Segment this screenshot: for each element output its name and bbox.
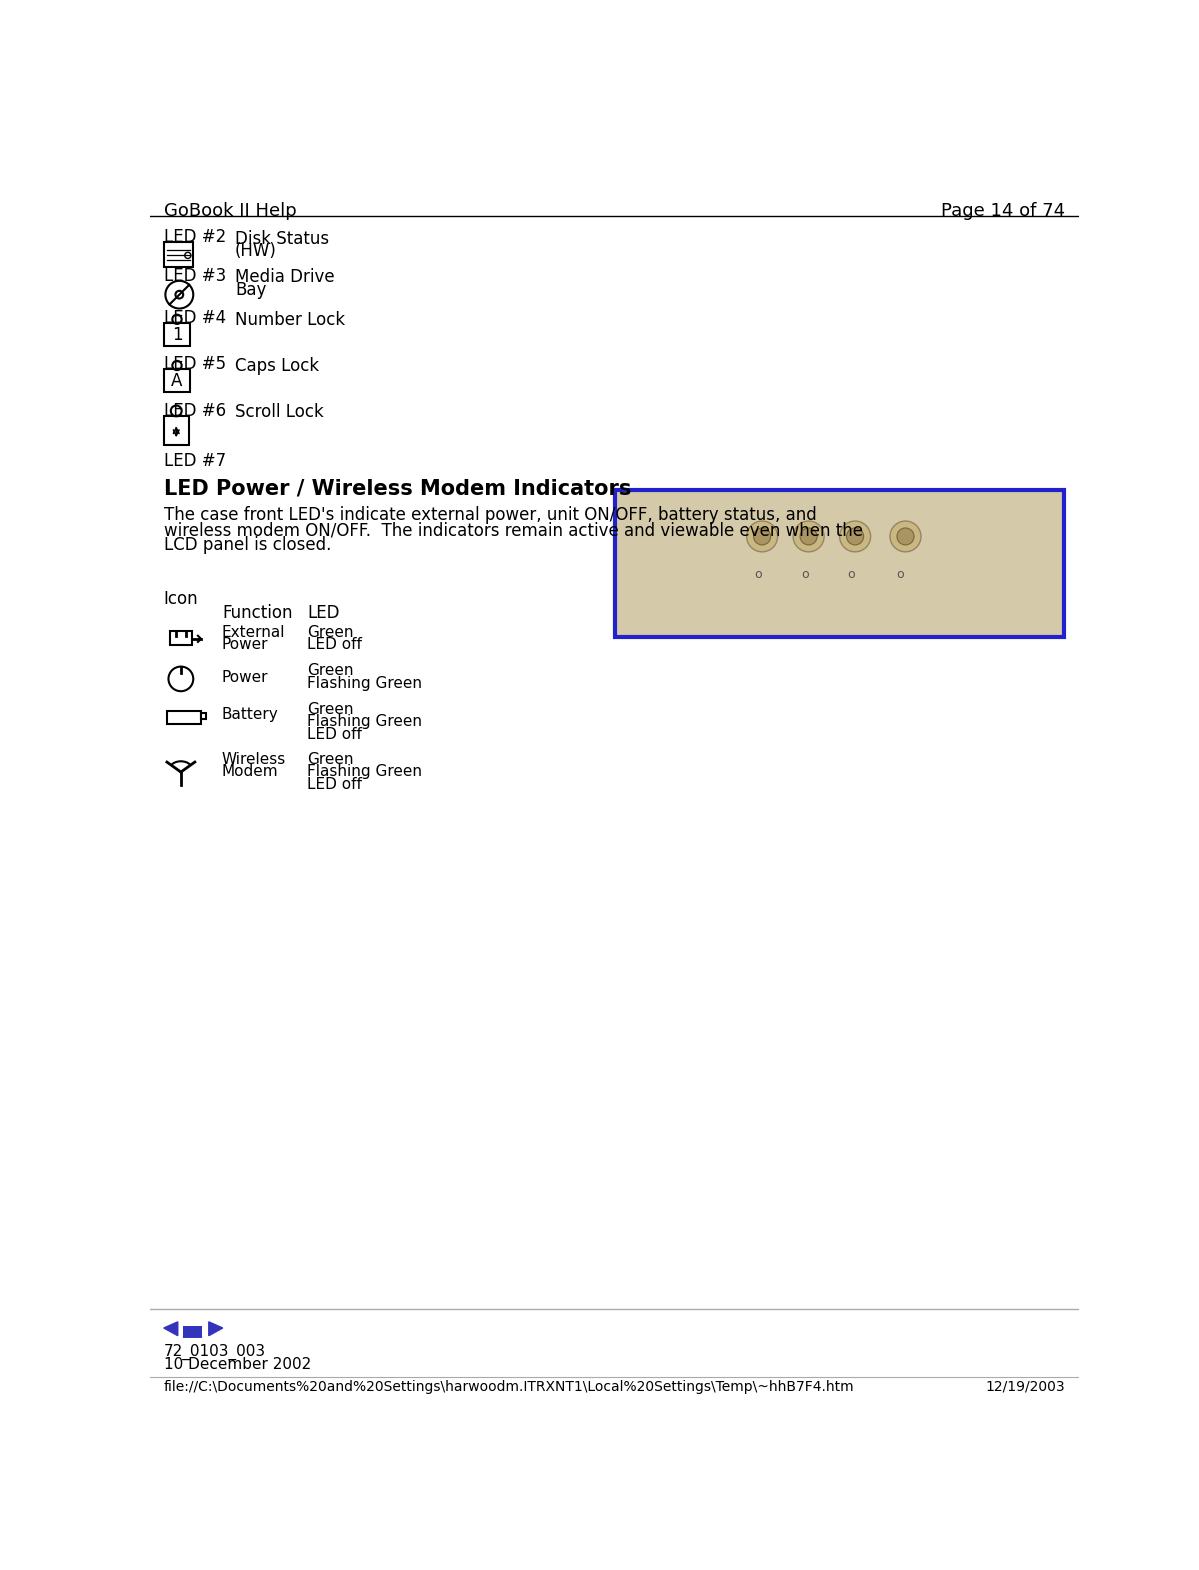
Text: o: o (754, 568, 763, 581)
Text: The case front LED's indicate external power, unit ON/OFF, battery status, and: The case front LED's indicate external p… (164, 506, 817, 524)
Bar (615, 490, 1065, 636)
Circle shape (747, 521, 778, 551)
Bar (183, 1327, 201, 1338)
Text: o: o (897, 568, 904, 581)
Circle shape (170, 405, 182, 416)
Circle shape (897, 528, 914, 545)
Bar (164, 242, 193, 267)
Text: Power: Power (222, 670, 269, 685)
Text: Green: Green (307, 664, 354, 678)
Text: Bay: Bay (235, 281, 266, 298)
Circle shape (890, 521, 921, 551)
Text: GoBook II Help: GoBook II Help (164, 203, 296, 220)
Bar (170, 631, 192, 645)
Text: LED Power / Wireless Modem Indicators: LED Power / Wireless Modem Indicators (164, 479, 631, 499)
Bar (201, 713, 206, 719)
Polygon shape (209, 1322, 223, 1336)
Text: Media Drive: Media Drive (235, 268, 335, 286)
Text: 12/19/2003: 12/19/2003 (986, 1380, 1065, 1394)
Text: Flashing Green: Flashing Green (307, 765, 422, 779)
Text: wireless modem ON/OFF.  The indicators remain active and viewable even when the: wireless modem ON/OFF. The indicators re… (164, 521, 863, 539)
Circle shape (169, 667, 193, 691)
Text: Flashing Green: Flashing Green (307, 675, 422, 691)
Text: LED off: LED off (307, 637, 362, 652)
Text: Disk Status: Disk Status (235, 229, 330, 248)
Bar (164, 416, 188, 444)
Text: LED off: LED off (307, 777, 362, 791)
Text: LED #3: LED #3 (164, 267, 227, 284)
Text: Power: Power (222, 637, 269, 652)
Text: Icon: Icon (164, 590, 199, 608)
Text: 72_0103_003: 72_0103_003 (164, 1344, 266, 1360)
Text: LED #6: LED #6 (164, 402, 225, 419)
Circle shape (846, 528, 863, 545)
Text: Wireless: Wireless (222, 752, 287, 768)
Text: LCD panel is closed.: LCD panel is closed. (164, 537, 331, 554)
Text: o: o (801, 568, 808, 581)
Text: Page 14 of 74: Page 14 of 74 (941, 203, 1065, 220)
Circle shape (173, 361, 182, 371)
Text: LED #4: LED #4 (164, 309, 225, 327)
Text: Battery: Battery (222, 706, 278, 722)
Circle shape (175, 290, 183, 298)
Bar (167, 711, 201, 724)
Circle shape (185, 253, 191, 259)
Text: Scroll Lock: Scroll Lock (235, 403, 324, 421)
Text: Green: Green (307, 702, 354, 717)
Circle shape (754, 528, 771, 545)
Text: Flashing Green: Flashing Green (307, 714, 422, 730)
Text: LED #2: LED #2 (164, 229, 227, 246)
Text: Green: Green (307, 625, 354, 641)
Circle shape (165, 281, 193, 309)
Text: 10 December 2002: 10 December 2002 (164, 1356, 311, 1372)
Text: LED #7: LED #7 (164, 452, 225, 469)
Text: LED off: LED off (307, 727, 362, 741)
Circle shape (839, 521, 870, 551)
Text: LED: LED (307, 604, 339, 622)
Text: o: o (848, 568, 855, 581)
Text: Caps Lock: Caps Lock (235, 356, 319, 375)
Text: 1: 1 (171, 325, 182, 344)
Text: Modem: Modem (222, 765, 278, 779)
Circle shape (800, 528, 818, 545)
Circle shape (793, 521, 824, 551)
Bar (164, 323, 191, 347)
Text: Green: Green (307, 752, 354, 768)
Circle shape (173, 314, 182, 323)
Polygon shape (164, 1322, 177, 1336)
Polygon shape (183, 1327, 201, 1338)
Text: file://C:\Documents%20and%20Settings\harwoodm.ITRXNT1\Local%20Settings\Temp\~hhB: file://C:\Documents%20and%20Settings\har… (164, 1380, 855, 1394)
Text: LED #5: LED #5 (164, 355, 225, 374)
Text: A: A (171, 372, 182, 389)
Text: Function: Function (222, 604, 293, 622)
Text: Number Lock: Number Lock (235, 311, 345, 328)
Bar (164, 369, 191, 392)
Text: External: External (222, 625, 285, 641)
Text: (HW): (HW) (235, 242, 277, 261)
